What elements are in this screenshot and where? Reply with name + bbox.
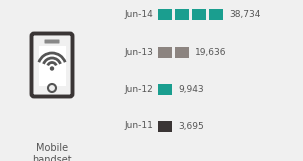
Bar [175,47,189,57]
FancyBboxPatch shape [45,39,59,43]
Circle shape [50,66,54,71]
Text: 19,636: 19,636 [195,47,227,57]
Text: Jun-11: Jun-11 [124,122,153,131]
Text: 9,943: 9,943 [178,85,204,94]
Bar [209,9,223,19]
Bar [158,120,172,132]
Bar [158,9,172,19]
Text: 38,734: 38,734 [229,9,260,19]
Bar [38,46,65,86]
Text: 3,695: 3,695 [178,122,204,131]
Bar [158,47,172,57]
Text: Mobile
handset: Mobile handset [32,143,72,161]
FancyBboxPatch shape [32,33,72,96]
Text: Jun-14: Jun-14 [124,9,153,19]
Text: Jun-12: Jun-12 [124,85,153,94]
Circle shape [48,84,56,92]
Bar [175,9,189,19]
Bar [192,9,206,19]
Text: Jun-13: Jun-13 [124,47,153,57]
Bar [158,84,172,95]
